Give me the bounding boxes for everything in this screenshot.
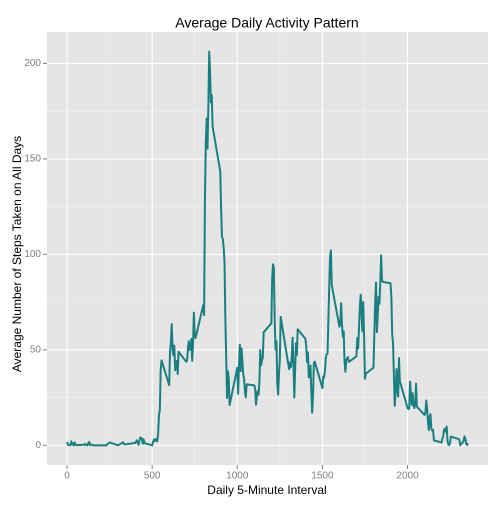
plot-panel: [47, 32, 488, 465]
y-axis-title: Average Number of Steps Taken on All Day…: [10, 136, 24, 372]
y-tick-label: 0: [35, 440, 41, 451]
x-tick-label: 1000: [226, 471, 249, 482]
y-tick-label: 200: [24, 58, 41, 69]
y-tick-label: 50: [30, 344, 42, 355]
grid: [47, 32, 488, 465]
labels: 0 500 1000 1500 2000 0 50 100 150 200: [24, 58, 419, 482]
x-tick-label: 1500: [311, 471, 334, 482]
data-line: [66, 50, 469, 447]
x-tick-label: 0: [64, 471, 70, 482]
y-tick-label: 100: [24, 249, 41, 260]
x-tick-label: 500: [144, 471, 161, 482]
x-tick-label: 2000: [396, 471, 419, 482]
marks: [66, 50, 469, 447]
x-axis-title: Daily 5-Minute Interval: [207, 483, 326, 497]
chart-title: Average Daily Activity Pattern: [175, 15, 358, 31]
y-tick-label: 150: [24, 154, 41, 165]
